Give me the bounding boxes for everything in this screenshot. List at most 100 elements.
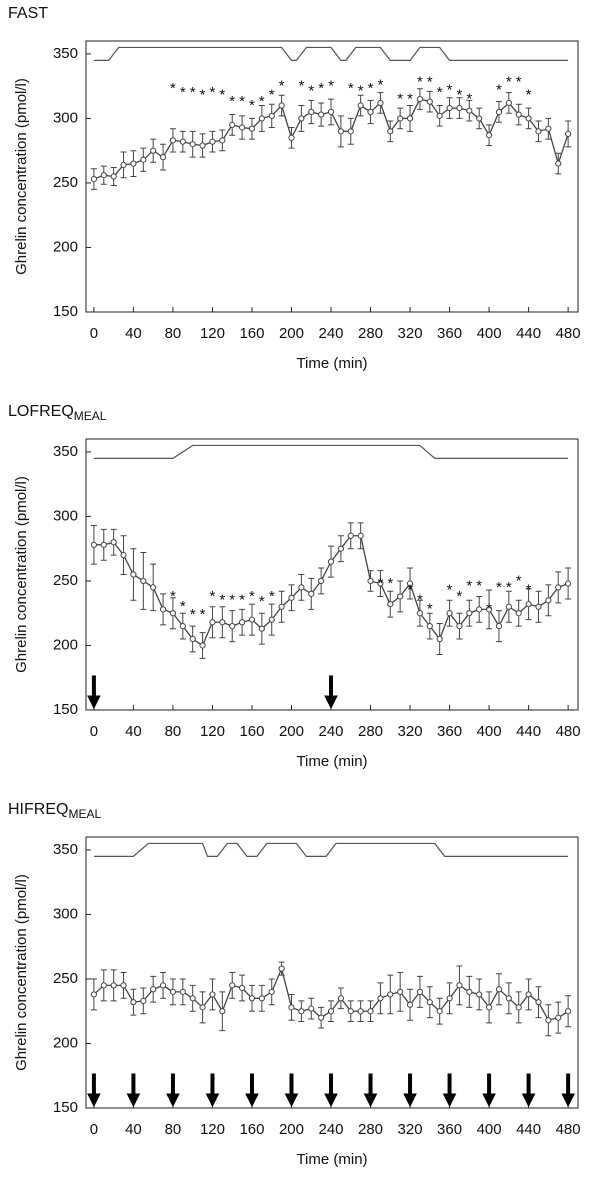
data-point bbox=[515, 610, 522, 617]
meal-arrow bbox=[324, 1073, 338, 1108]
data-point bbox=[199, 142, 206, 149]
x-tick-label: 480 bbox=[556, 723, 581, 740]
data-point bbox=[377, 580, 384, 587]
data-point bbox=[169, 610, 177, 617]
data-point bbox=[555, 1014, 562, 1021]
data-point bbox=[505, 995, 512, 1002]
data-point bbox=[159, 154, 167, 161]
data-point bbox=[209, 138, 216, 145]
state-trace bbox=[93, 444, 569, 459]
significance-marker: * bbox=[447, 581, 453, 598]
x-axis-label: Time (min) bbox=[296, 753, 367, 770]
plot-frame bbox=[85, 438, 579, 711]
data-point bbox=[179, 138, 186, 145]
x-tick-label: 160 bbox=[239, 1121, 264, 1138]
x-tick-label: 200 bbox=[279, 723, 304, 740]
data-point bbox=[140, 577, 147, 585]
significance-marker: * bbox=[249, 97, 255, 114]
data-point bbox=[416, 610, 424, 617]
y-tick-label: 250 bbox=[53, 572, 78, 589]
x-tick-label: 480 bbox=[556, 325, 581, 342]
data-point bbox=[209, 991, 216, 998]
data-point bbox=[258, 115, 265, 122]
data-point bbox=[426, 623, 433, 630]
x-tick-label: 320 bbox=[398, 325, 423, 342]
significance-marker: * bbox=[466, 578, 472, 595]
data-point bbox=[229, 982, 236, 989]
plot-frame bbox=[85, 40, 579, 313]
data-point bbox=[525, 115, 532, 122]
data-point bbox=[545, 597, 552, 604]
significance-marker: * bbox=[358, 83, 364, 100]
data-point bbox=[100, 541, 107, 548]
significance-marker: * bbox=[190, 606, 196, 623]
y-tick-label: 250 bbox=[53, 970, 78, 987]
significance-marker: * bbox=[526, 87, 532, 104]
data-point bbox=[535, 999, 542, 1006]
significance-marker: * bbox=[526, 581, 532, 598]
x-tick-label: 440 bbox=[516, 723, 541, 740]
data-point bbox=[327, 558, 335, 565]
x-tick-label: 80 bbox=[165, 1121, 182, 1138]
data-point bbox=[505, 603, 512, 610]
significance-marker: * bbox=[190, 84, 196, 101]
data-point bbox=[565, 130, 572, 138]
panel-title: LOFREQMEAL bbox=[8, 403, 107, 423]
significance-marker: * bbox=[219, 592, 225, 609]
x-tick-label: 400 bbox=[477, 1121, 502, 1138]
data-point bbox=[318, 577, 325, 585]
meal-arrow bbox=[126, 1073, 141, 1108]
significance-marker: * bbox=[210, 84, 216, 101]
significance-marker: * bbox=[219, 87, 225, 104]
data-point bbox=[485, 606, 493, 613]
significance-marker: * bbox=[269, 588, 275, 605]
data-point bbox=[397, 988, 404, 995]
data-point bbox=[367, 577, 374, 585]
state-trace bbox=[93, 46, 569, 61]
data-point bbox=[436, 112, 443, 119]
x-tick-label: 160 bbox=[239, 723, 264, 740]
significance-marker: * bbox=[259, 593, 265, 610]
significance-marker: * bbox=[417, 592, 423, 609]
meal-arrow bbox=[482, 1073, 496, 1108]
data-point bbox=[90, 175, 98, 183]
significance-marker: * bbox=[486, 601, 492, 618]
data-point bbox=[268, 616, 275, 623]
x-tick-label: 40 bbox=[125, 723, 142, 740]
meal-arrow bbox=[245, 1073, 259, 1108]
x-tick-label: 40 bbox=[125, 1121, 142, 1138]
x-tick-label: 80 bbox=[165, 325, 182, 342]
data-point bbox=[565, 580, 572, 587]
data-point bbox=[357, 1008, 364, 1015]
panel-title-text: HIFREQ bbox=[8, 801, 68, 818]
significance-marker: * bbox=[279, 78, 285, 95]
data-point bbox=[436, 1008, 443, 1015]
x-tick-label: 480 bbox=[556, 1121, 581, 1138]
data-point bbox=[248, 125, 256, 132]
meal-arrow bbox=[205, 1073, 220, 1108]
x-axis-label: Time (min) bbox=[296, 1151, 367, 1168]
data-point bbox=[120, 982, 127, 989]
data-point bbox=[515, 1004, 522, 1011]
data-point bbox=[495, 986, 503, 993]
data-point bbox=[298, 115, 305, 122]
y-tick-label: 300 bbox=[53, 507, 78, 524]
significance-marker: * bbox=[210, 588, 216, 605]
significance-marker: * bbox=[328, 78, 334, 95]
data-point bbox=[555, 584, 562, 591]
data-point bbox=[466, 988, 473, 995]
y-tick-label: 250 bbox=[53, 174, 78, 191]
data-point bbox=[189, 635, 196, 643]
data-point bbox=[545, 125, 552, 132]
data-point bbox=[436, 635, 443, 643]
significance-marker: * bbox=[496, 81, 502, 98]
data-point bbox=[515, 111, 522, 118]
data-point bbox=[535, 603, 542, 610]
data-point bbox=[278, 603, 285, 610]
data-point bbox=[130, 999, 137, 1006]
data-point bbox=[308, 108, 315, 116]
data-point bbox=[169, 137, 177, 144]
meal-arrow bbox=[363, 1073, 378, 1108]
data-point bbox=[159, 982, 167, 989]
significance-marker: * bbox=[516, 74, 522, 91]
